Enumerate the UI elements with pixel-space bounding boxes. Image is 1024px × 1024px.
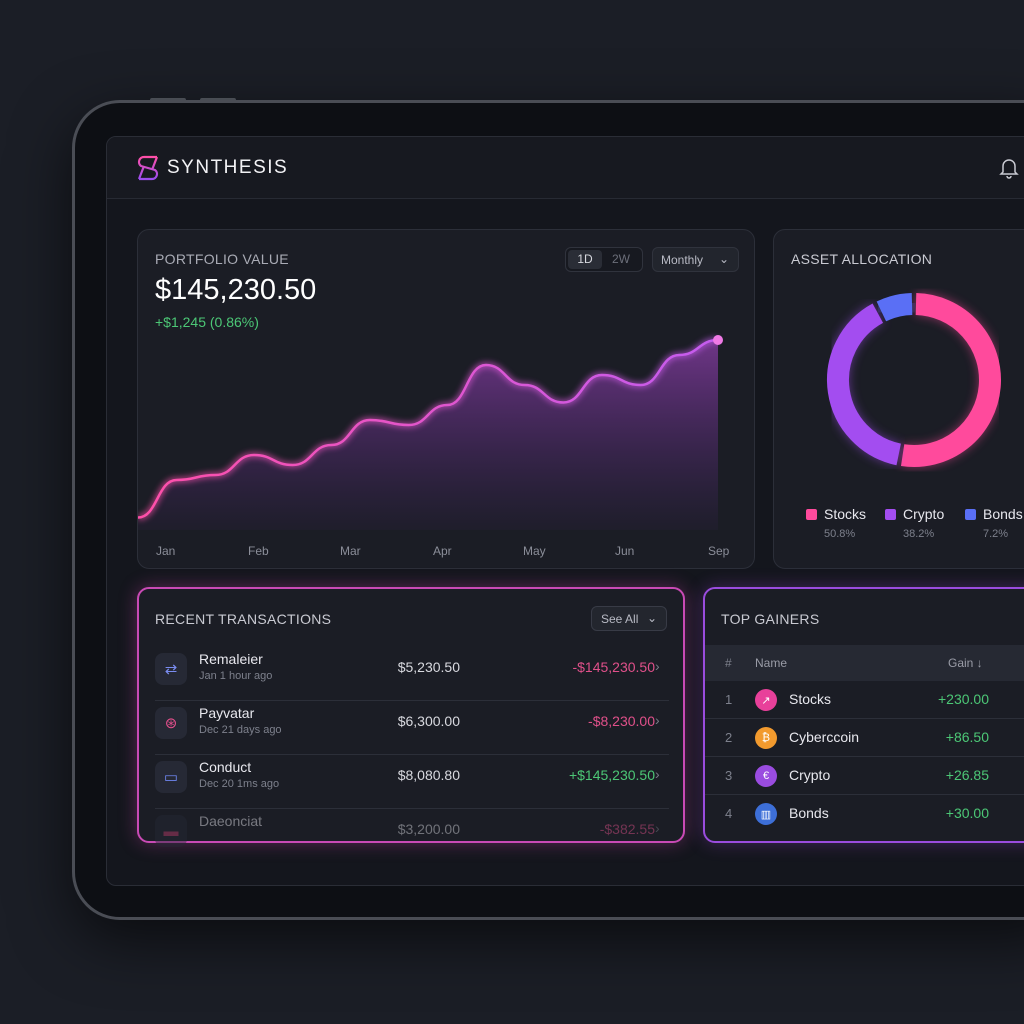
donut-slice-bonds[interactable] [876, 293, 913, 322]
legend-label: Stocks [824, 506, 867, 522]
transaction-row[interactable]: ▬ Daeonciat $3,200.00 -$382.55 › [155, 809, 669, 863]
coin-icon: € [755, 765, 777, 787]
chart-line [138, 338, 719, 519]
gainer-name: Cyberccoin [789, 729, 860, 745]
range-toggle: 1D 2W [565, 247, 643, 272]
gainer-row[interactable]: 3 € Crypto +26.85 [705, 757, 1024, 795]
transaction-row[interactable]: ⇄ Remaleier Jan 1 hour ago $5,230.50 -$145,2… [155, 647, 669, 701]
col-rank: # [725, 656, 732, 670]
transaction-name: Remaleier [199, 651, 263, 667]
x-tick-label: Sep [708, 544, 730, 558]
see-all-label: See All [601, 612, 639, 626]
gainer-name: Stocks [789, 691, 832, 707]
chevron-right-icon[interactable]: › [655, 712, 660, 728]
donut-slice-stocks[interactable] [901, 293, 1001, 467]
gainers-header-row: # Name Gain ↓ [705, 645, 1024, 681]
transaction-change: -$8,230.00 [588, 713, 655, 729]
gainer-rank: 1 [725, 692, 733, 707]
period-value: Monthly [661, 253, 704, 267]
transaction-change: +$145,230.50 [568, 767, 655, 783]
trend-icon: ↗ [755, 689, 777, 711]
gainer-name: Crypto [789, 767, 831, 783]
transaction-amount: $6,300.00 [397, 713, 460, 729]
transaction-time: Dec 21 days ago [199, 724, 282, 736]
portfolio-title: PORTFOLIO VALUE [155, 251, 289, 267]
legend-label: Bonds [983, 506, 1023, 522]
portfolio-card: PORTFOLIO VALUE $145,230.50 +$1,245 (0.8… [137, 229, 755, 569]
col-name[interactable]: Name [755, 656, 788, 670]
x-tick-label: Mar [340, 544, 361, 558]
transaction-amount: $8,080.80 [397, 767, 460, 783]
header: SYNTHESIS [107, 137, 1024, 199]
gainer-row[interactable]: 2 ₿ Cyberccoin +86.50 [705, 719, 1024, 757]
allocation-donut [827, 293, 1001, 467]
gainer-rank: 2 [725, 730, 733, 745]
chevron-down-icon: ⌄ [718, 252, 729, 266]
x-tick-label: Jan [156, 544, 176, 558]
allocation-title: ASSET ALLOCATION [791, 251, 933, 267]
legend-swatch [806, 509, 817, 520]
portfolio-change: +$1,245 (0.86%) [155, 314, 259, 330]
range-1d[interactable]: 1D [568, 250, 602, 269]
chevron-right-icon[interactable]: › [655, 658, 660, 674]
transaction-name: Conduct [199, 759, 252, 775]
range-2w[interactable]: 2W [612, 252, 630, 266]
app-screen: SYNTHESIS PORTFOLIO VALUE $145,230.50 +$… [106, 136, 1024, 886]
transaction-name: Daeonciat [199, 813, 263, 829]
x-tick-label: Feb [248, 544, 269, 558]
transactions-card: RECENT TRANSACTIONS See All ⌄ ⇄ Remaleier J… [137, 587, 685, 847]
portfolio-value: $145,230.50 [155, 274, 317, 306]
transaction-time: Jan 1 hour ago [199, 670, 273, 682]
chevron-down-icon: ⌄ [646, 611, 657, 625]
transaction-row[interactable]: ⊛ Payvatar Dec 21 days ago $6,300.00 -$8,230… [155, 701, 669, 755]
gainer-gain: +86.50 [945, 729, 989, 745]
brand-name: SYNTHESIS [167, 157, 289, 178]
gainer-rank: 3 [725, 768, 733, 783]
card-icon: ▬ [155, 815, 187, 847]
gainer-row[interactable]: 1 ↗ Stocks +230.00 [705, 681, 1024, 719]
wallet-icon: ▭ [155, 761, 187, 793]
transfer-icon: ⇄ [155, 653, 187, 685]
legend-pct: 7.2% [983, 528, 1009, 540]
col-gain[interactable]: Gain ↓ [948, 656, 983, 670]
legend-pct: 50.8% [824, 528, 856, 540]
gainer-gain: +230.00 [938, 691, 989, 707]
transaction-amount: $3,200.00 [397, 821, 460, 837]
gainer-rank: 4 [725, 806, 733, 821]
transaction-change: -$145,230.50 [572, 659, 655, 675]
period-dropdown[interactable]: Monthly ⌄ [652, 247, 739, 272]
legend-swatch [885, 509, 896, 520]
transaction-amount: $5,230.50 [397, 659, 460, 675]
x-tick-label: May [523, 544, 546, 558]
gainer-name: Bonds [789, 805, 829, 821]
chart-area [138, 340, 718, 530]
transactions-title: RECENT TRANSACTIONS [155, 611, 332, 627]
chart-endpoint[interactable] [713, 335, 723, 345]
donut-slice-crypto[interactable] [827, 303, 902, 466]
see-all-button[interactable]: See All ⌄ [591, 606, 667, 631]
allocation-card: ASSET ALLOCATION Stocks 50.8% Crypto 38.2% B… [773, 229, 1024, 569]
gainers-card: TOP GAINERS # Name Gain ↓ 1 ↗ Stocks +230.0… [703, 587, 1024, 843]
gainer-gain: +26.85 [945, 767, 989, 783]
x-tick-label: Apr [433, 544, 452, 558]
payment-icon: ⊛ [155, 707, 187, 739]
chevron-right-icon[interactable]: › [655, 766, 660, 782]
gainers-title: TOP GAINERS [721, 611, 820, 627]
gainer-row[interactable]: 4 ▥ Bonds +30.00 [705, 795, 1024, 833]
bitcoin-icon: ₿ [755, 727, 777, 749]
portfolio-chart [138, 335, 723, 530]
chevron-right-icon[interactable]: › [655, 820, 660, 836]
gainer-gain: +30.00 [945, 805, 989, 821]
transaction-change: -$382.55 [599, 821, 655, 837]
x-tick-label: Jun [615, 544, 635, 558]
legend-label: Crypto [903, 506, 945, 522]
transaction-name: Payvatar [199, 705, 255, 721]
logo-icon [137, 155, 159, 181]
bell-icon[interactable] [999, 157, 1019, 179]
legend-swatch [965, 509, 976, 520]
legend-pct: 38.2% [903, 528, 935, 540]
bonds-icon: ▥ [755, 803, 777, 825]
transaction-time: Dec 20 1ms ago [199, 778, 280, 790]
transaction-row[interactable]: ▭ Conduct Dec 20 1ms ago $8,080.80 +$145,230… [155, 755, 669, 809]
